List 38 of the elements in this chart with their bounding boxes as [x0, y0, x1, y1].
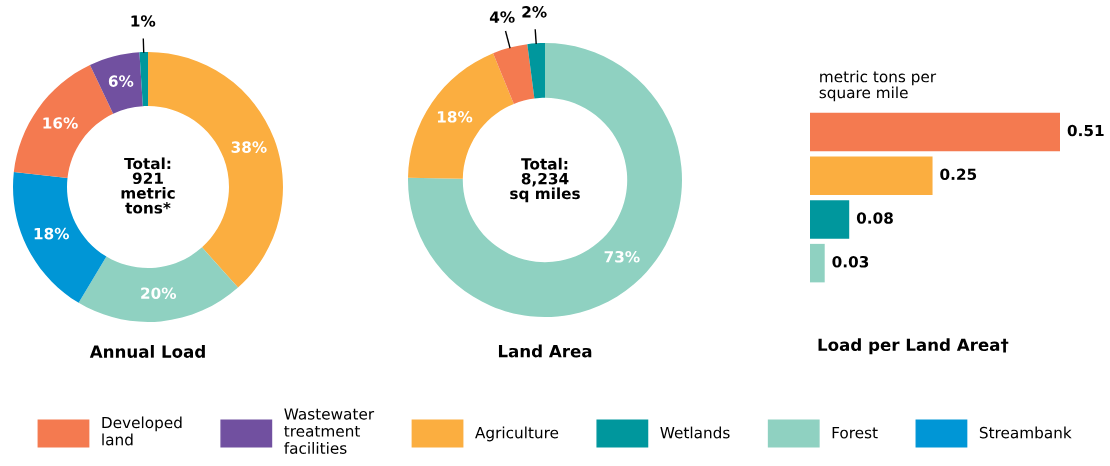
bar	[810, 200, 850, 239]
data-label: 0.08	[856, 212, 893, 224]
legend-label: Forest	[832, 427, 878, 439]
data-label: 0.03	[832, 256, 869, 268]
donut-slice	[13, 172, 107, 303]
text: Total: 8,234 sq miles	[510, 157, 580, 203]
text: Load per Land Area†	[818, 338, 1009, 355]
data-label: 0.25	[940, 168, 977, 181]
bar	[810, 156, 933, 195]
data-label: 20%	[141, 287, 177, 299]
text: metric tons per square mile	[819, 70, 937, 102]
legend-label: Developed land	[102, 416, 182, 446]
legend-label: Agriculture	[475, 426, 559, 442]
legend-label: Streambank	[979, 426, 1072, 439]
data-label: 0.51	[1067, 124, 1104, 137]
data-label: 4%	[489, 11, 515, 23]
donut-slice	[408, 43, 682, 317]
text: Land Area	[498, 344, 592, 358]
text: Total: 921 metric tons*	[121, 157, 175, 214]
text: Annual Load	[89, 344, 205, 358]
legend-label: Wetlands	[660, 426, 730, 439]
donut-slice	[408, 53, 514, 179]
data-label: 2%	[522, 6, 547, 18]
donut-slice	[493, 44, 535, 104]
bar	[810, 112, 1060, 152]
donut-slice	[139, 52, 148, 107]
data-label: 1%	[131, 15, 156, 27]
data-label: 16%	[43, 117, 78, 129]
donut-slice	[78, 247, 239, 322]
data-label: 18%	[437, 111, 473, 123]
data-label: 38%	[231, 141, 267, 153]
donut-slice	[89, 52, 143, 114]
data-label: 73%	[604, 251, 640, 263]
donut-slice	[527, 43, 545, 99]
legend-label: Wastewater treatment facilities	[284, 408, 375, 454]
data-label: 6%	[108, 75, 134, 87]
data-label: 18%	[34, 227, 70, 240]
bar	[810, 243, 825, 283]
